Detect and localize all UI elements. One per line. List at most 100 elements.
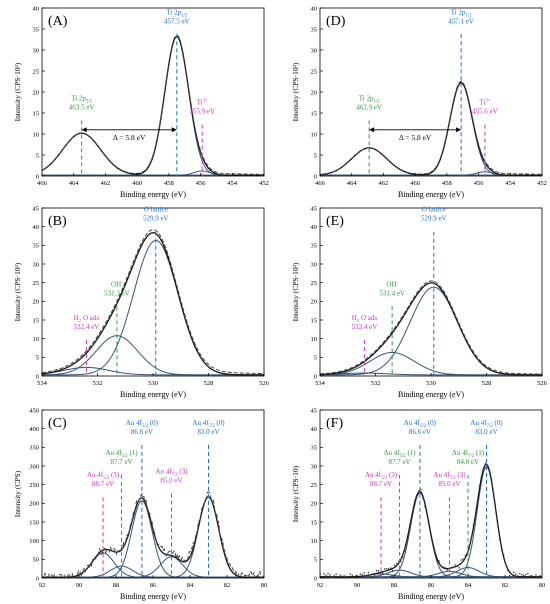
measured-D <box>320 80 542 176</box>
y-tick-label: 40 <box>33 5 40 12</box>
y-tick-label: 10 <box>311 131 318 138</box>
x-tick-label: 454 <box>227 180 238 187</box>
measured-point-F <box>539 574 541 577</box>
y-tick-label: 450 <box>29 407 39 414</box>
measured-point-F <box>341 575 344 578</box>
measured-point-F <box>527 572 529 575</box>
peak-label-value: 532.4 eV <box>74 323 100 331</box>
measured-point-F <box>529 575 531 577</box>
measured-point-F <box>403 550 406 553</box>
measured-point-F <box>508 574 511 577</box>
measured-point-F <box>410 520 412 522</box>
peak-label-name: Au 4f7/2 (0) <box>192 419 225 429</box>
x-tick-label: 466 <box>315 180 326 187</box>
measured-point-F <box>440 565 442 568</box>
peak-label-name: Au 4f7/2 (0) <box>470 419 503 429</box>
x-tick-label: 528 <box>204 380 214 387</box>
measured-point-F <box>502 553 505 556</box>
peak-label-value: 531.3 eV <box>104 289 130 297</box>
measured-point-F <box>472 524 475 526</box>
peak-label-name: Au 4f5/2 (3) <box>87 471 120 481</box>
measured-point-F <box>393 564 396 566</box>
y-tick-label: 300 <box>29 463 39 470</box>
measured-point-F <box>460 559 463 561</box>
y-tick-label: 25 <box>33 68 40 75</box>
y-tick-label: 5 <box>36 152 39 159</box>
measured-point-F <box>444 566 446 569</box>
measured-point-F <box>339 574 341 576</box>
measured-point-F <box>405 541 408 544</box>
x-tick-label: 534 <box>37 380 48 387</box>
x-tick-label: 528 <box>482 380 492 387</box>
measured-point-F <box>521 574 523 576</box>
x-axis-label: Binding energy (eV) <box>398 390 464 399</box>
panel-B: 534 532 530 528 526 0 5 10 15 20 25 30 35 40 45 Binding… <box>13 205 270 399</box>
plot-frame-C <box>41 409 265 579</box>
delta-arrowhead-left <box>369 127 375 133</box>
measured-point-F <box>488 470 491 472</box>
x-tick-label: 530 <box>148 380 158 387</box>
envelope-E <box>320 282 542 376</box>
peak-label-value: 88.7 eV <box>370 480 392 488</box>
peak-component-B-1 <box>42 335 264 376</box>
y-tick-label: 20 <box>33 89 40 96</box>
x-tick-label: 84 <box>465 582 472 589</box>
y-tick-label: 40 <box>311 426 318 433</box>
x-tick-label: 532 <box>93 380 103 387</box>
y-tick-label: 20 <box>33 299 40 306</box>
y-tick-label: 10 <box>33 336 40 343</box>
measured-point-F <box>516 575 519 577</box>
x-tick-label: 86 <box>428 582 435 589</box>
measured-point-F <box>333 574 335 577</box>
peak-label-name: OH- <box>386 280 398 288</box>
measured-point-F <box>428 521 430 523</box>
measured-point-F <box>432 542 434 545</box>
y-tick-label: 20 <box>311 89 318 96</box>
panel-label: (E) <box>326 214 344 229</box>
peak-label-value: 86.6 eV <box>131 428 153 436</box>
peak-label-name: Au 4f5/2 (1) <box>383 449 416 459</box>
peak-component-D-0 <box>320 147 542 176</box>
measured-point-F <box>480 475 483 478</box>
x-tick-label: 458 <box>442 180 452 187</box>
peak-component-E-2 <box>320 286 542 376</box>
plot-frame-D <box>319 7 543 177</box>
measured-point-F <box>363 572 366 574</box>
plot-frame-F <box>319 409 543 579</box>
y-tick-label: 25 <box>311 68 318 75</box>
measured-point-F <box>371 576 374 578</box>
y-tick-label: 25 <box>311 280 318 287</box>
curves-C <box>42 491 264 578</box>
y-tick-label: 10 <box>311 538 318 545</box>
peak-label-value: 455.6 eV <box>472 108 498 116</box>
panel-A: 466 464 462 460 458 456 454 452 0 5 10 15 20 25 30 35 40… <box>13 5 269 199</box>
y-axis-label: Intensity (CPS) <box>13 470 22 517</box>
measured-point-F <box>412 510 414 512</box>
peak-label-value: 83.0 eV <box>475 428 497 436</box>
y-tick-label: 20 <box>311 299 318 306</box>
y-tick-label: 10 <box>33 131 40 138</box>
y-tick-label: 30 <box>33 261 40 268</box>
x-axis-label: Binding energy (eV) <box>120 390 186 399</box>
y-tick-label: 40 <box>311 224 318 231</box>
y-tick-label: 35 <box>311 243 318 250</box>
measured-point-F <box>438 560 440 562</box>
x-tick-label: 90 <box>76 582 83 589</box>
panel-label: (B) <box>48 214 67 229</box>
measured-point-F <box>523 574 525 577</box>
peak-label-name: Au 4f7/2 (3) <box>433 471 466 481</box>
peak-label-name: Ti 2p3/2 <box>71 94 92 104</box>
panel-F: 92 90 88 86 84 82 80 0 5 10 15 20 25 30 35 40 45 Binding … <box>291 407 545 601</box>
peak-component-B-2 <box>42 239 264 376</box>
y-axis-label: Intensity (CPS·10³) <box>291 62 300 121</box>
y-tick-label: 30 <box>311 47 318 54</box>
y-axis-label: Intensity (CPS·10³) <box>13 262 22 321</box>
measured-point-F <box>426 513 428 516</box>
y-tick-label: 45 <box>311 205 318 212</box>
x-tick-label: 530 <box>426 380 436 387</box>
measured-point-F <box>359 573 362 575</box>
delta-arrowhead-right <box>456 127 462 133</box>
peak-label-name: Ti3+ <box>197 99 208 107</box>
measured-B <box>42 229 264 375</box>
peak-component-C-0 <box>42 552 264 578</box>
